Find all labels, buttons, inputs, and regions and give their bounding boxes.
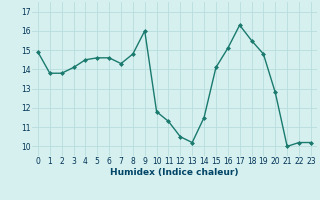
X-axis label: Humidex (Indice chaleur): Humidex (Indice chaleur) xyxy=(110,168,239,177)
